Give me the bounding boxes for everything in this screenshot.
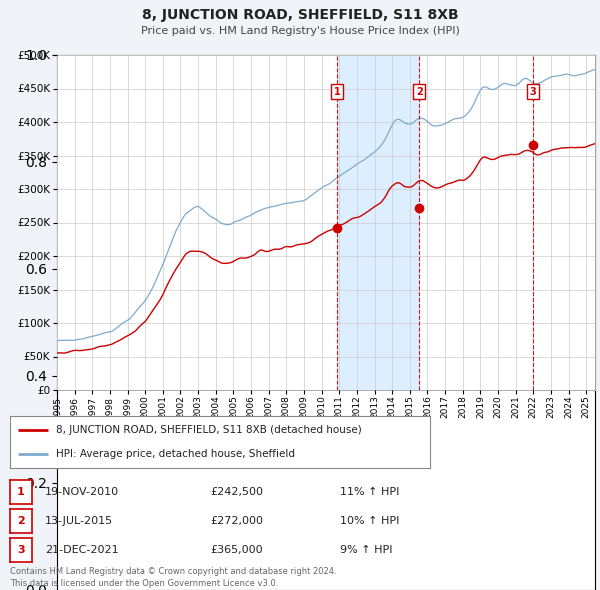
Text: 13-JUL-2015: 13-JUL-2015 (45, 516, 113, 526)
Text: This data is licensed under the Open Government Licence v3.0.: This data is licensed under the Open Gov… (10, 579, 278, 588)
Text: £272,000: £272,000 (210, 516, 263, 526)
Text: 2: 2 (416, 87, 422, 97)
Text: 19-NOV-2010: 19-NOV-2010 (45, 487, 119, 497)
Text: 9% ↑ HPI: 9% ↑ HPI (340, 545, 392, 555)
Text: 21-DEC-2021: 21-DEC-2021 (45, 545, 119, 555)
Text: 2: 2 (17, 516, 25, 526)
Text: 11% ↑ HPI: 11% ↑ HPI (340, 487, 400, 497)
Bar (337, 55, 419, 390)
Text: 3: 3 (17, 545, 25, 555)
Text: Price paid vs. HM Land Registry's House Price Index (HPI): Price paid vs. HM Land Registry's House … (140, 26, 460, 36)
Text: 8, JUNCTION ROAD, SHEFFIELD, S11 8XB (detached house): 8, JUNCTION ROAD, SHEFFIELD, S11 8XB (de… (56, 425, 362, 435)
Text: £365,000: £365,000 (210, 545, 263, 555)
Text: Contains HM Land Registry data © Crown copyright and database right 2024.: Contains HM Land Registry data © Crown c… (10, 568, 337, 576)
Text: HPI: Average price, detached house, Sheffield: HPI: Average price, detached house, Shef… (56, 449, 295, 459)
Text: 1: 1 (334, 87, 341, 97)
Text: 10% ↑ HPI: 10% ↑ HPI (340, 516, 400, 526)
Text: £242,500: £242,500 (210, 487, 263, 497)
Text: 1: 1 (17, 487, 25, 497)
Text: 3: 3 (529, 87, 536, 97)
Text: 8, JUNCTION ROAD, SHEFFIELD, S11 8XB: 8, JUNCTION ROAD, SHEFFIELD, S11 8XB (142, 8, 458, 22)
